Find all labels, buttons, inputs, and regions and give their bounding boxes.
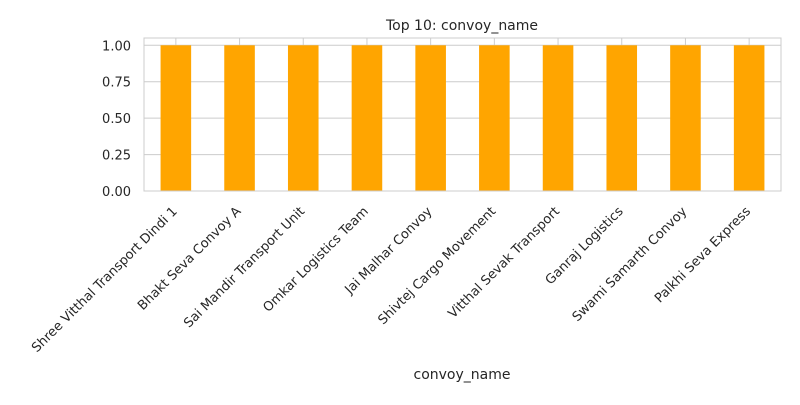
bar bbox=[542, 45, 574, 192]
bar bbox=[606, 45, 638, 192]
y-tick-label: 0.00 bbox=[102, 185, 131, 200]
y-tick-label: 0.75 bbox=[102, 76, 131, 91]
y-tick-label: 1.00 bbox=[102, 39, 131, 54]
y-tick-label: 0.50 bbox=[102, 112, 131, 127]
bar bbox=[287, 45, 319, 192]
bar bbox=[160, 45, 192, 192]
y-axis-ticks: 0.00 0.25 0.50 0.75 1.00 bbox=[102, 39, 131, 200]
bar bbox=[224, 45, 255, 192]
chart-title: Top 10: convoy_name bbox=[385, 18, 538, 34]
bar bbox=[351, 45, 383, 192]
bar bbox=[479, 45, 510, 192]
bar bbox=[415, 45, 446, 192]
y-tick-label: 0.25 bbox=[102, 149, 131, 164]
x-tick-label: Bhakt Seva Convoy A bbox=[135, 204, 244, 313]
bar bbox=[670, 45, 701, 192]
x-tick-label: Swami Samarth Convoy bbox=[570, 204, 691, 325]
x-axis-label: convoy_name bbox=[414, 367, 511, 383]
bar bbox=[733, 45, 765, 192]
plot-frame bbox=[143, 37, 782, 192]
bars bbox=[160, 45, 765, 192]
x-tick-label: Shivtej Cargo Movement bbox=[375, 204, 499, 328]
x-tick-label: Vitthal Sevak Transport bbox=[446, 204, 563, 321]
x-tick-label: Sai Mandir Transport Unit bbox=[181, 204, 308, 331]
x-tick-label: Omkar Logistics Team bbox=[260, 204, 371, 315]
